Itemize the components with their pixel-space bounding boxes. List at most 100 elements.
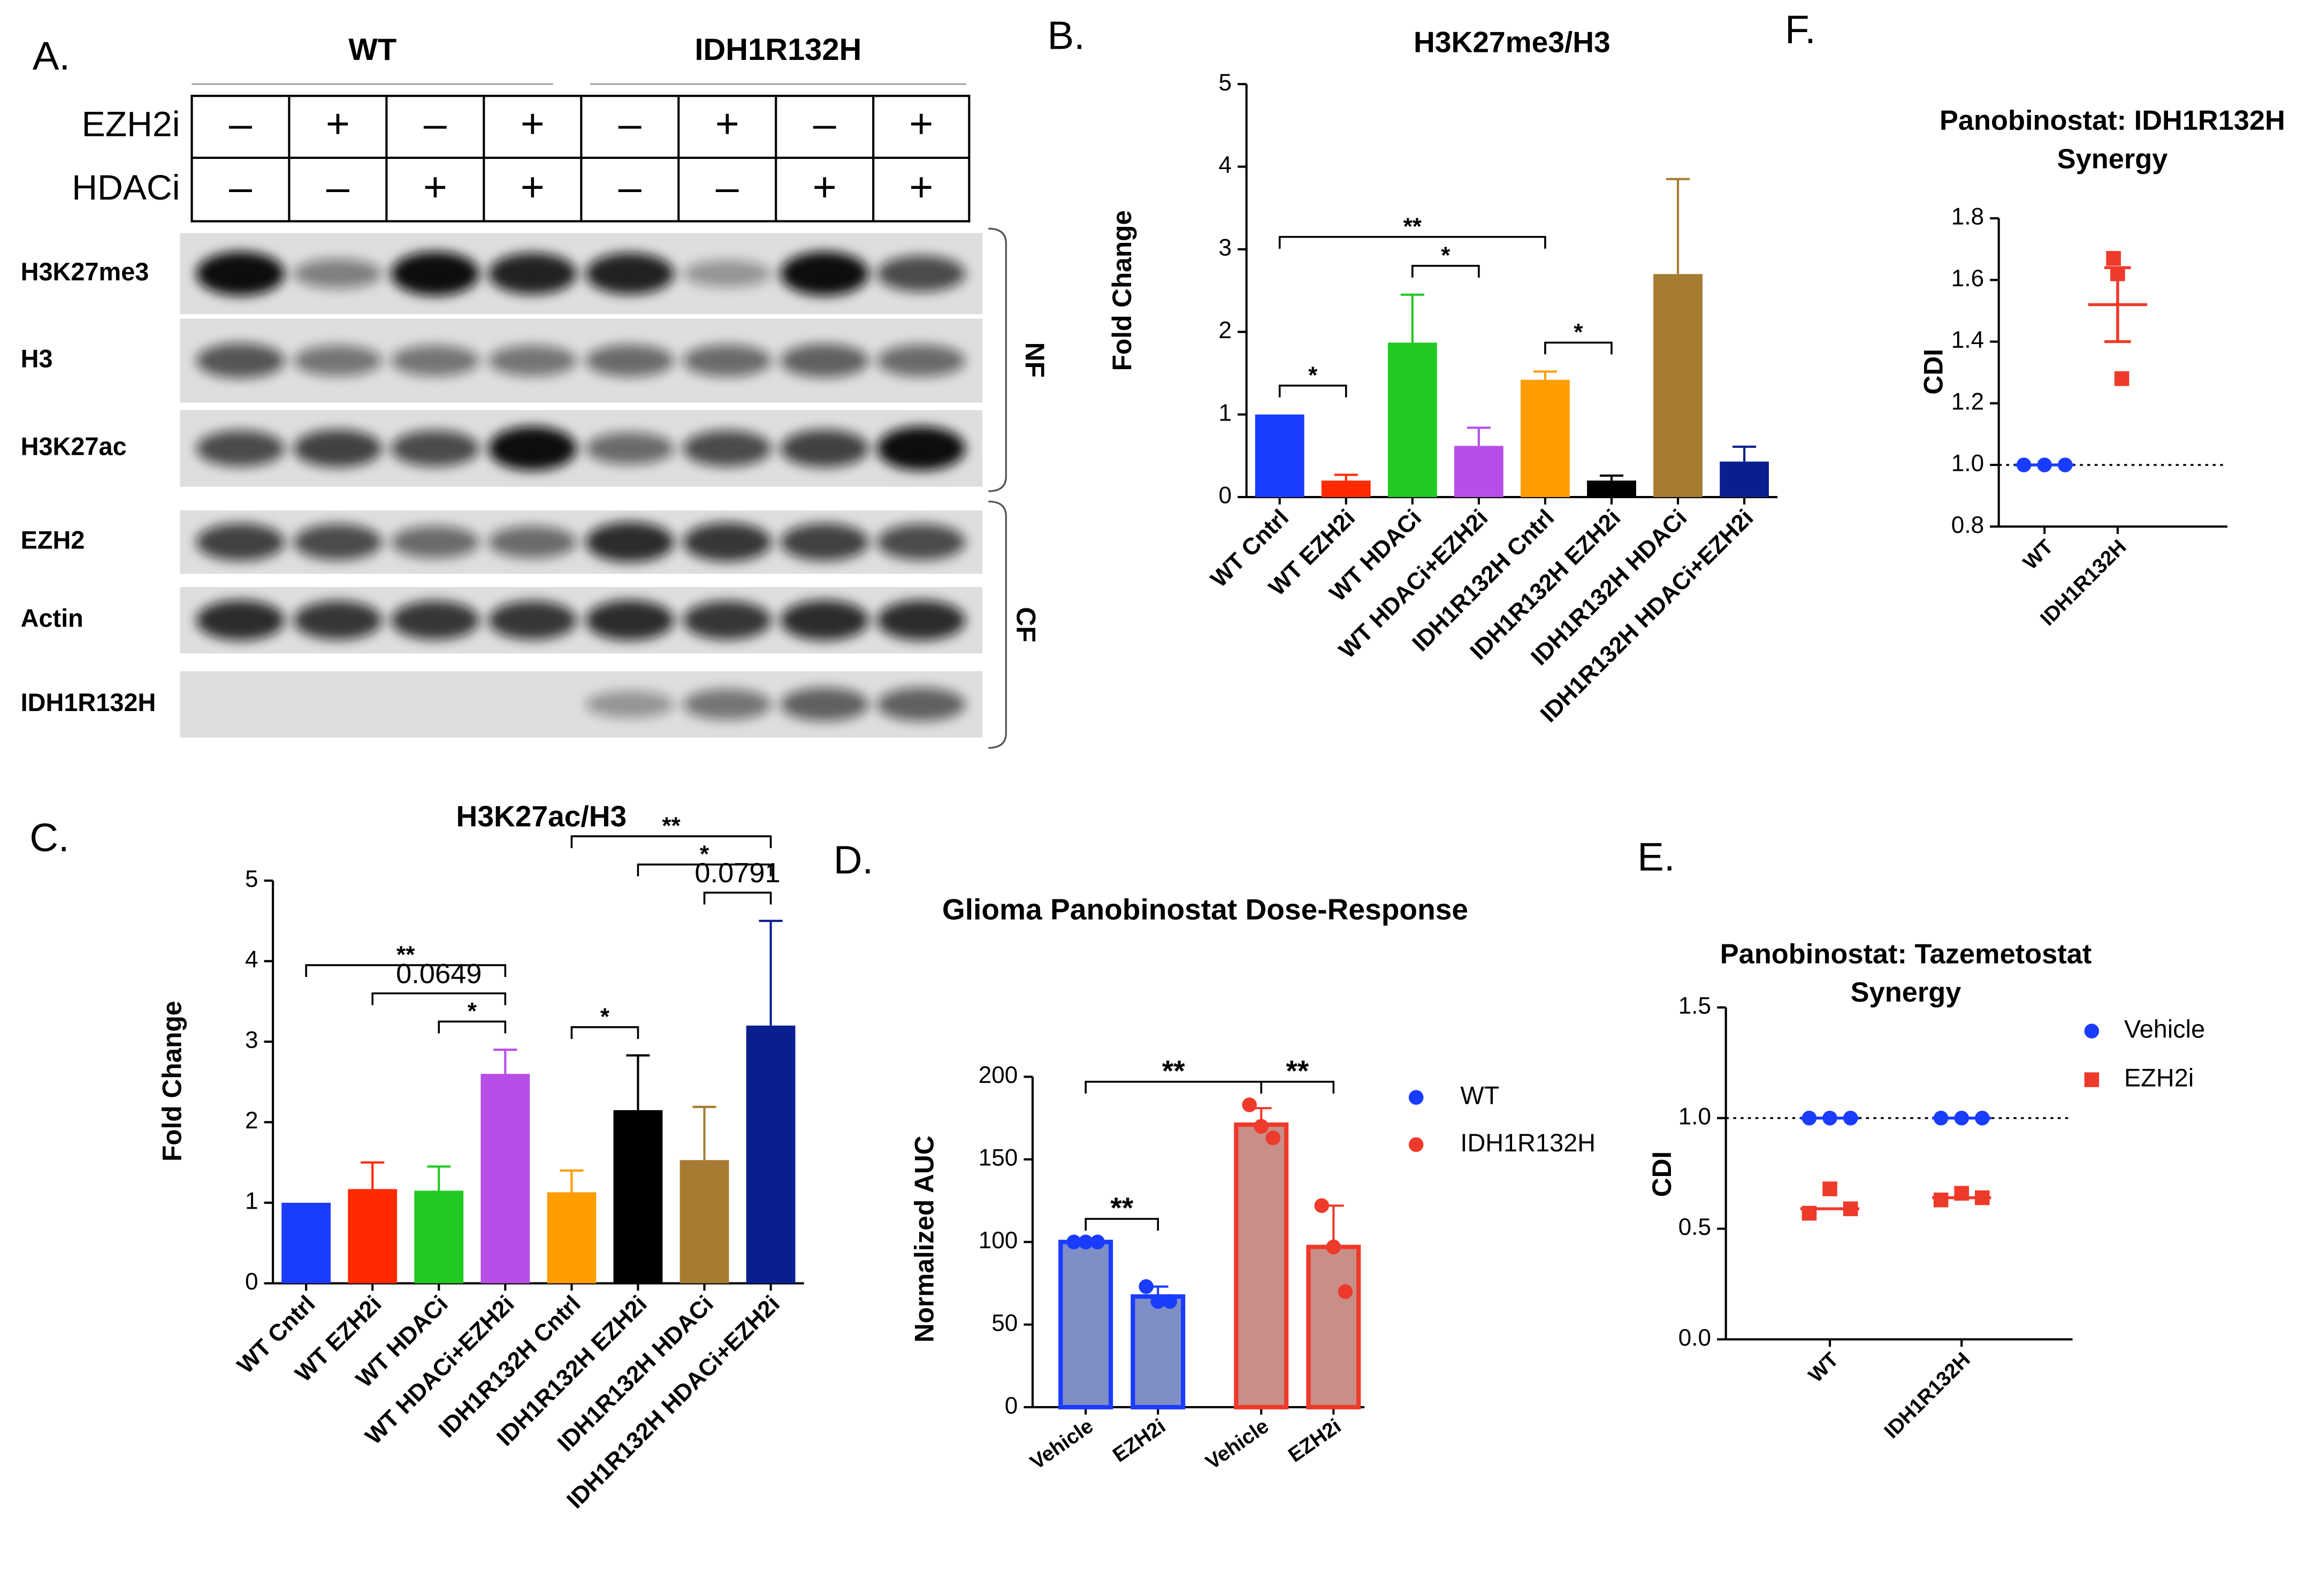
treatment-sign: – bbox=[619, 164, 642, 210]
blot-band bbox=[391, 525, 480, 559]
blot-band bbox=[488, 525, 577, 559]
data-point bbox=[1254, 1119, 1269, 1134]
blot-band bbox=[877, 426, 966, 471]
chart-title: Synergy bbox=[2057, 143, 2168, 174]
blot-band bbox=[877, 344, 966, 377]
y-tick-label: 3 bbox=[1219, 235, 1232, 261]
panel-label: A. bbox=[33, 34, 70, 78]
blot-row-label: EZH2 bbox=[21, 526, 85, 554]
bar bbox=[1521, 379, 1570, 498]
y-axis-label: CDI bbox=[1918, 349, 1948, 394]
x-tick-label: Vehicle bbox=[1202, 1415, 1273, 1475]
y-tick-label: 4 bbox=[245, 946, 258, 973]
blot-band bbox=[585, 691, 674, 718]
x-tick-label: IDH1R132H bbox=[1880, 1348, 1974, 1443]
legend-label: EZH2i bbox=[2124, 1064, 2194, 1091]
treatment-sign: + bbox=[909, 101, 933, 147]
blot-band bbox=[488, 345, 577, 377]
blot-band bbox=[391, 600, 480, 640]
error-bar bbox=[1732, 445, 1757, 462]
blot-band bbox=[780, 251, 869, 296]
x-tick-label: Vehicle bbox=[1026, 1415, 1098, 1475]
significance-label: 0.0649 bbox=[396, 958, 482, 989]
chart-title: Panobinostat: IDH1R132H bbox=[1940, 105, 2285, 136]
treatment-sign: – bbox=[619, 101, 642, 147]
blot-band bbox=[293, 429, 383, 468]
bar bbox=[414, 1190, 464, 1284]
blot-band bbox=[683, 522, 772, 562]
error-bar bbox=[1400, 293, 1424, 343]
data-point bbox=[1150, 1294, 1166, 1309]
treatment-sign: – bbox=[716, 164, 739, 210]
panel-label: F. bbox=[1785, 7, 1816, 51]
blot-row-label: H3 bbox=[21, 345, 53, 372]
legend-marker bbox=[2084, 1024, 2100, 1038]
blot-band bbox=[488, 600, 577, 640]
bar bbox=[281, 1203, 331, 1284]
treatment-sign: + bbox=[521, 101, 545, 147]
error-bar bbox=[493, 1048, 517, 1074]
data-point bbox=[2106, 251, 2121, 266]
blot-band bbox=[780, 688, 869, 721]
bar bbox=[348, 1189, 398, 1284]
y-tick-label: 0 bbox=[245, 1269, 258, 1295]
blot-band bbox=[585, 522, 674, 562]
y-tick-label: 1 bbox=[1219, 400, 1232, 426]
y-axis-label: CDI bbox=[1647, 1151, 1677, 1197]
y-tick-label: 0.5 bbox=[1678, 1214, 1711, 1240]
bar bbox=[680, 1160, 729, 1284]
blot-row-label: Actin bbox=[21, 605, 83, 632]
blot-band bbox=[196, 343, 285, 378]
y-tick-label: 150 bbox=[979, 1145, 1018, 1171]
bar bbox=[1387, 342, 1437, 498]
y-tick-label: 3 bbox=[245, 1027, 258, 1053]
blot-band bbox=[293, 524, 383, 561]
significance-label: * bbox=[1574, 319, 1583, 345]
legend-marker bbox=[2084, 1072, 2100, 1087]
y-tick-label: 5 bbox=[1219, 70, 1232, 96]
data-point bbox=[1242, 1097, 1257, 1112]
panel-label: E. bbox=[1637, 835, 1675, 879]
data-point bbox=[1139, 1279, 1154, 1294]
blot-band bbox=[585, 432, 674, 465]
treatment-sign: + bbox=[423, 164, 447, 210]
blot-band bbox=[585, 253, 674, 295]
y-tick-label: 4 bbox=[1219, 152, 1232, 178]
error-bar bbox=[1599, 474, 1624, 481]
treatment-sign: – bbox=[813, 101, 836, 147]
significance-label: * bbox=[700, 841, 709, 867]
data-point bbox=[1066, 1234, 1081, 1250]
blot-band bbox=[196, 251, 285, 296]
error-bar bbox=[361, 1161, 385, 1189]
blot-band bbox=[293, 600, 383, 640]
data-point bbox=[1933, 1192, 1949, 1208]
significance-label: * bbox=[600, 1004, 610, 1030]
error-bar bbox=[759, 920, 783, 1026]
y-tick-label: 0 bbox=[1219, 483, 1232, 509]
y-tick-label: 100 bbox=[979, 1227, 1018, 1254]
y-tick-label: 1.4 bbox=[1951, 327, 1984, 353]
bar bbox=[547, 1192, 597, 1284]
y-tick-label: 200 bbox=[979, 1062, 1018, 1088]
y-tick-label: 5 bbox=[245, 866, 258, 892]
significance-label: ** bbox=[1403, 213, 1422, 240]
chart-title: Panobinostat: Tazemetostat bbox=[1720, 938, 2092, 969]
significance-bracket bbox=[1278, 235, 1546, 249]
significance-label: ** bbox=[396, 942, 415, 968]
y-tick-label: 2 bbox=[1219, 317, 1232, 343]
y-tick-label: 1 bbox=[245, 1188, 258, 1215]
blot-band bbox=[877, 600, 966, 640]
legend-label: Vehicle bbox=[2124, 1015, 2205, 1043]
chart-title: Glioma Panobinostat Dose-Response bbox=[942, 892, 1468, 926]
significance-bracket bbox=[1278, 384, 1347, 398]
blot-band bbox=[877, 524, 966, 561]
data-point bbox=[1338, 1284, 1353, 1299]
treatment-sign: + bbox=[715, 101, 739, 147]
y-tick-label: 1.8 bbox=[1951, 204, 1984, 230]
blot-band bbox=[391, 345, 480, 377]
fraction-bracket bbox=[988, 227, 1007, 492]
blot-band bbox=[196, 430, 285, 467]
error-bar bbox=[560, 1169, 584, 1193]
y-axis-label: Fold Change bbox=[157, 1001, 187, 1162]
